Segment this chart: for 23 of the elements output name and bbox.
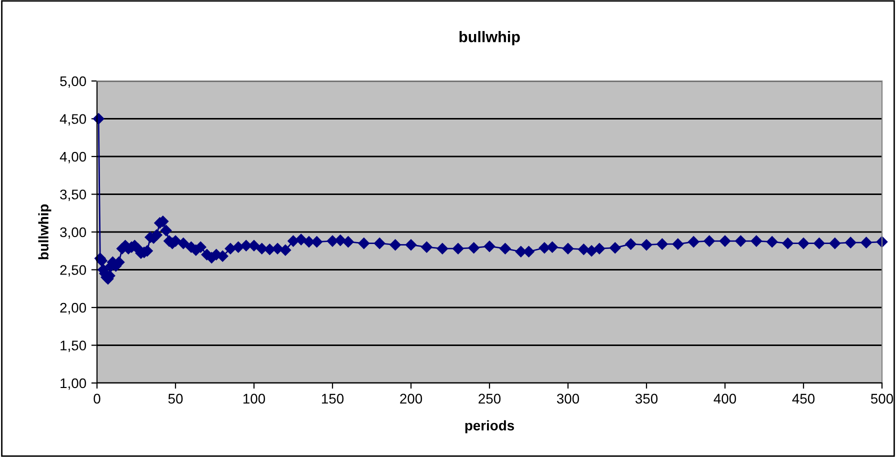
x-tick-label: 350 <box>635 394 658 404</box>
x-tick-label: 450 <box>792 394 815 404</box>
y-tick-label: 4,50 <box>60 114 86 126</box>
x-tick-label: 100 <box>243 394 266 404</box>
chart-title: bullwhip <box>460 31 520 46</box>
y-tick-label: 2,00 <box>60 302 86 314</box>
y-axis-title: bullwhip <box>38 204 52 260</box>
y-tick-label: 1,00 <box>60 378 86 390</box>
y-tick-label: 5,00 <box>60 76 86 88</box>
x-tick-label: 300 <box>556 394 580 404</box>
x-tick-label: 250 <box>478 394 501 404</box>
x-tick-label: 0 <box>94 394 100 404</box>
x-tick-label: 500 <box>870 394 894 404</box>
x-tick-label: 200 <box>400 394 422 404</box>
y-tick-label: 1,50 <box>60 340 86 352</box>
x-tick-label: 50 <box>168 394 183 404</box>
x-axis-title: periods <box>465 420 514 434</box>
x-tick-label: 150 <box>322 394 344 404</box>
y-tick-label: 4,00 <box>60 152 86 164</box>
y-tick-label: 2,50 <box>60 265 86 277</box>
y-tick-label: 3,00 <box>60 227 86 239</box>
x-tick-label: 400 <box>714 394 736 404</box>
y-tick-label: 3,50 <box>60 190 86 202</box>
